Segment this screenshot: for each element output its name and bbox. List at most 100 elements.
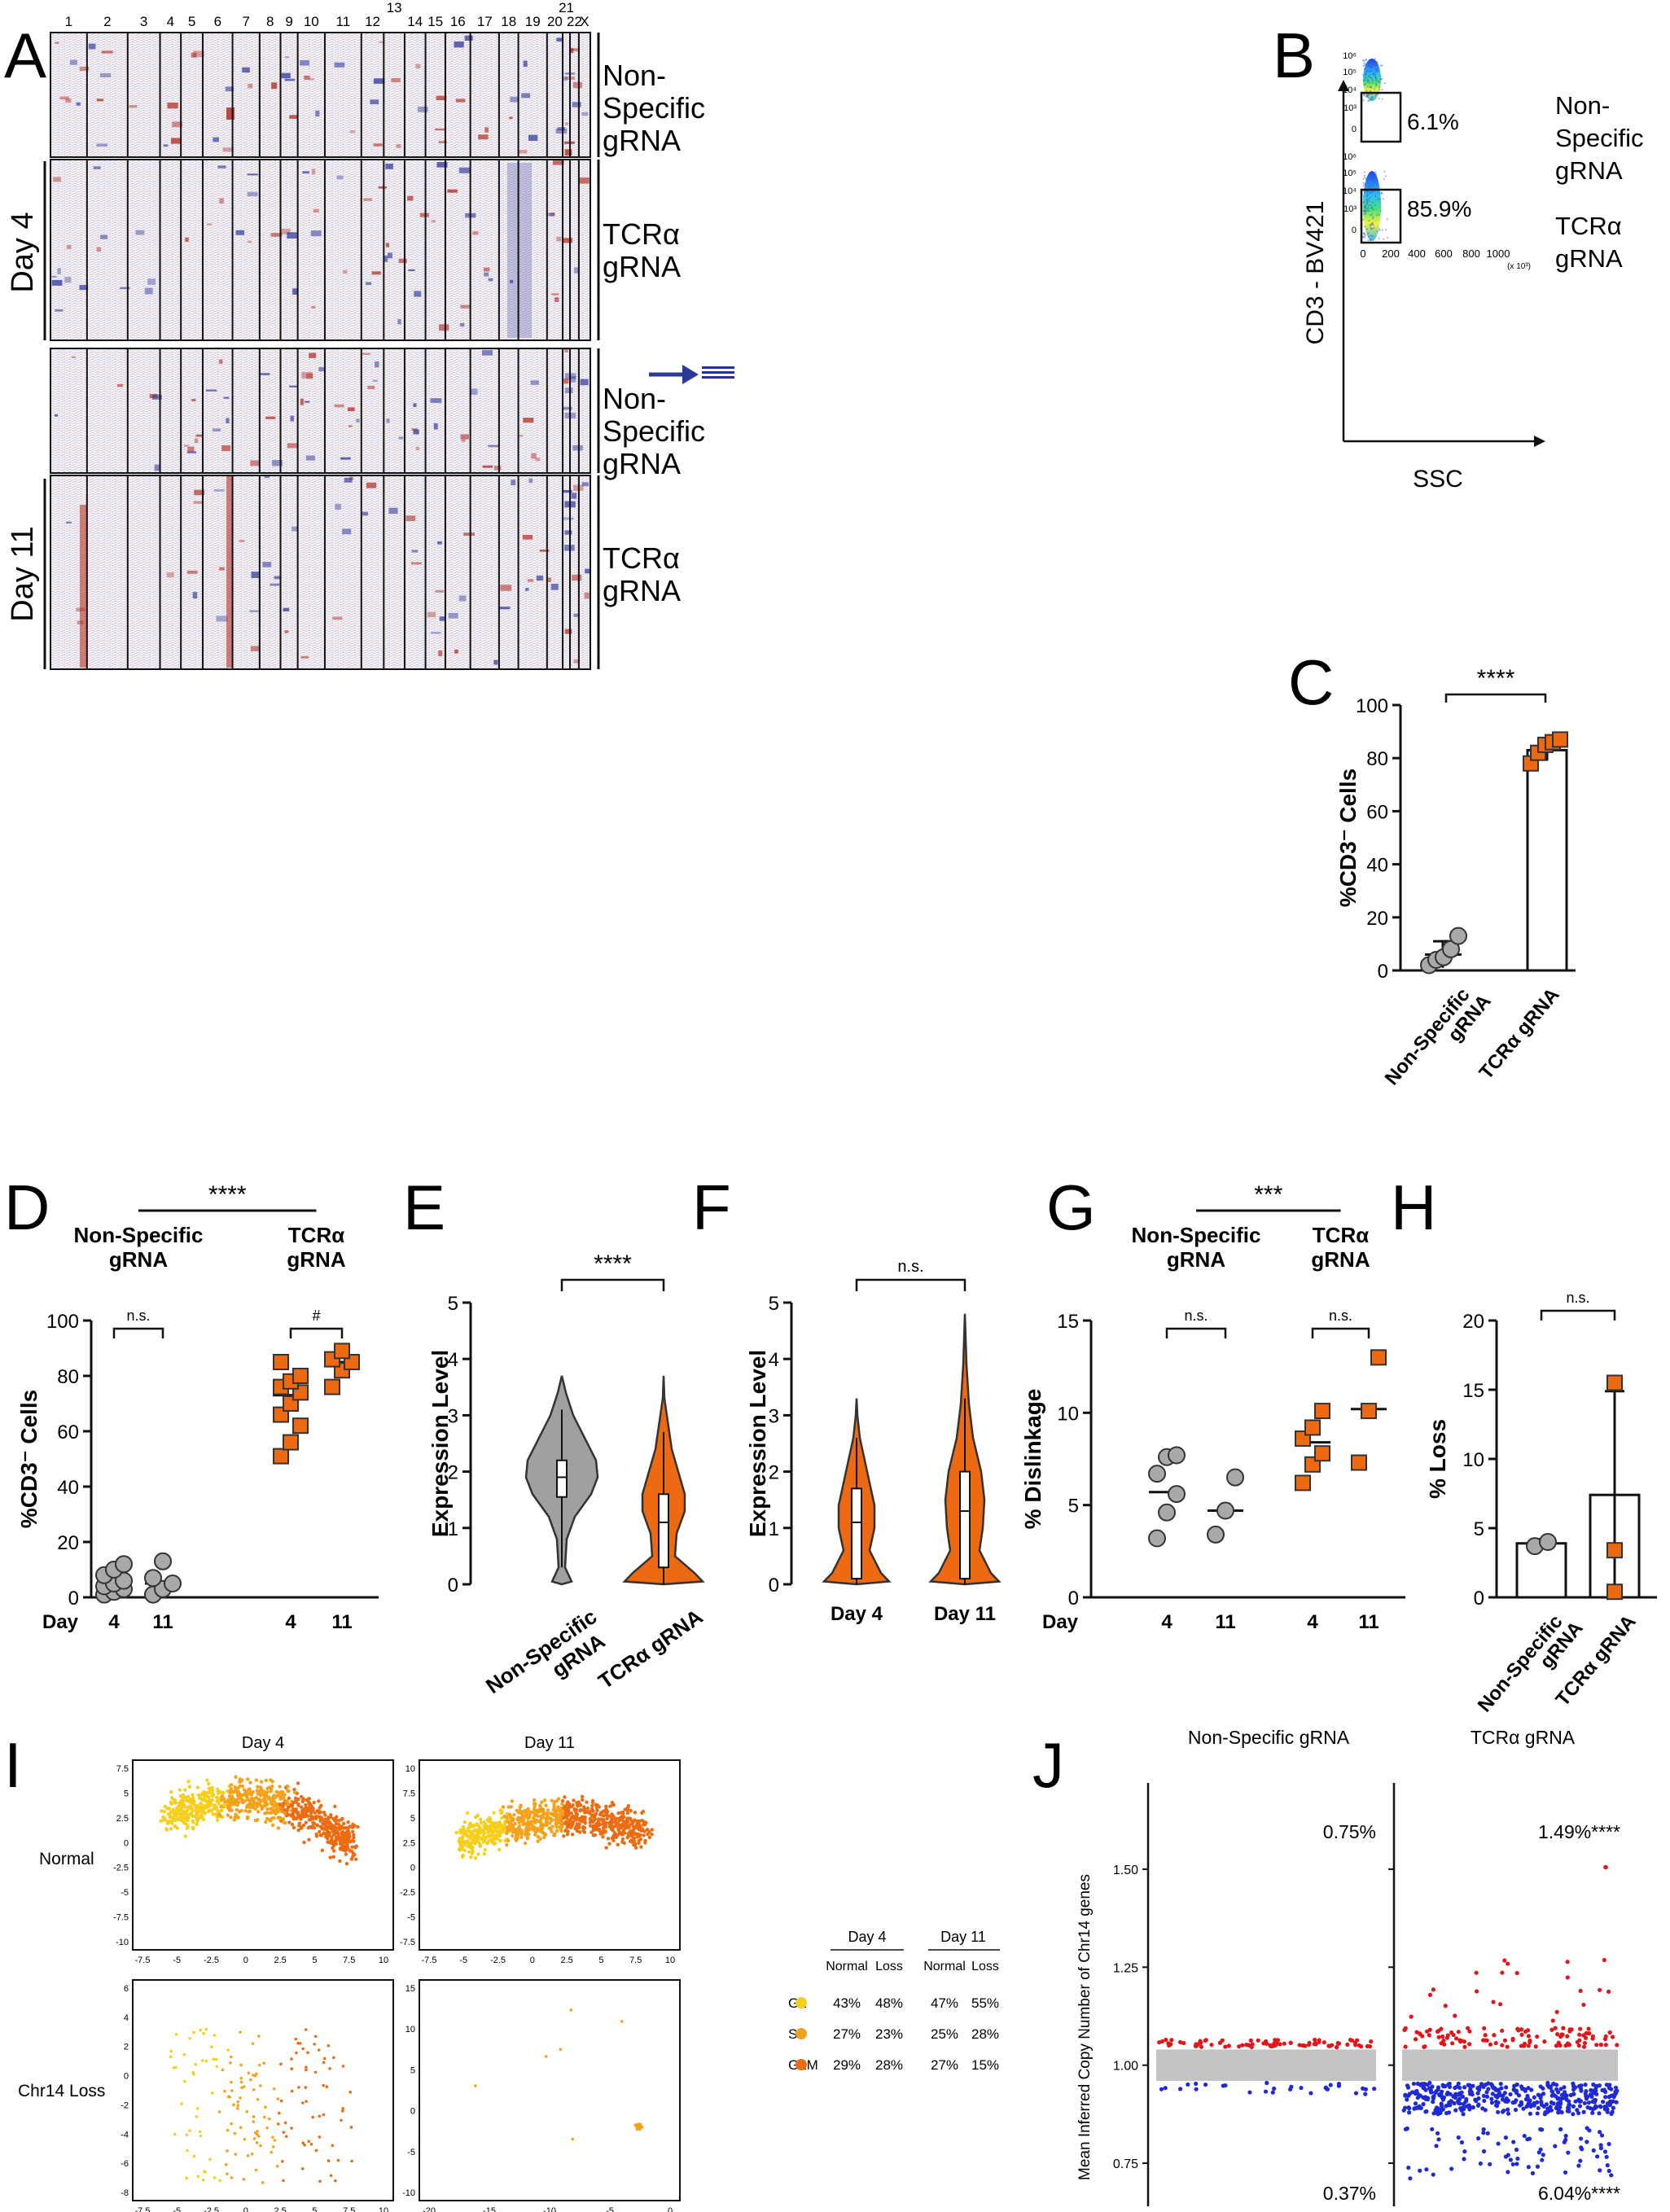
umap-cell (609, 1827, 614, 1831)
loss-cell-tcra (1456, 2135, 1461, 2140)
umap-cell (640, 1818, 644, 1823)
umap-cell (528, 1821, 533, 1825)
umap-cell (344, 1852, 348, 1856)
umap-cell (212, 2057, 216, 2061)
umap-cell (350, 2159, 353, 2163)
umap-cell (182, 1818, 186, 1823)
gain-cell-tcra (1500, 1970, 1505, 1975)
heatmap-streak (71, 356, 76, 358)
y-tick-label: 3 (448, 1405, 458, 1427)
umap-cell (296, 1811, 300, 1815)
umap-cell (497, 1847, 502, 1852)
facs-event (1387, 236, 1389, 239)
y-tick-label: 1.00 (1113, 2060, 1138, 2074)
loss-cell-tcra (1598, 2168, 1602, 2173)
loss-cell-tcra (1578, 2136, 1584, 2141)
heatmap-streak (348, 425, 353, 427)
heatmap-streak (478, 134, 489, 140)
umap-cell (580, 1819, 584, 1824)
facs-event (1375, 94, 1378, 96)
loss-cell-tcra (1576, 2163, 1581, 2168)
umap-cell (541, 1822, 545, 1826)
umap-cell (296, 2041, 300, 2045)
umap-x-tick: -5 (173, 2206, 181, 2212)
umap-cell (312, 1800, 316, 1805)
y-tick-label: 20 (1462, 1311, 1484, 1333)
umap-cell (473, 1842, 477, 1846)
gain-cell-tcra (1603, 2043, 1608, 2048)
gain-cell-tcra (1445, 2033, 1450, 2038)
loss-cell-tcra (1434, 2144, 1439, 2148)
loss-cell-tcra (1478, 2161, 1483, 2166)
umap-cell (524, 1827, 528, 1832)
gain-cell-tcra (1581, 2044, 1587, 2049)
heatmap-streak (571, 493, 577, 499)
loss-cell-tcra (1590, 2099, 1595, 2105)
loss-cell-tcra (1554, 2105, 1558, 2110)
y-tick-label: 5 (1068, 1496, 1079, 1518)
facs-y-tick: 10⁴ (1343, 85, 1357, 95)
umap-cell (327, 2043, 331, 2048)
umap-cell (217, 1812, 221, 1817)
umap-cell (235, 2107, 239, 2110)
gain-cell-tcra (1492, 2033, 1497, 2038)
point-3 (1351, 1454, 1367, 1471)
chromosome-label-13: 13 (387, 0, 402, 15)
table-value: 27% (833, 2026, 861, 2042)
umap-cell (235, 1789, 239, 1794)
gain-cell-tcra (1576, 2043, 1581, 2048)
heatmap-streak (250, 646, 261, 652)
umap-cell (497, 1831, 502, 1835)
chromosome-label-5: 5 (188, 14, 195, 29)
umap-cell (166, 1812, 171, 1816)
umap-cell (215, 2065, 219, 2069)
loss-cell-tcra (1510, 2162, 1515, 2167)
loss-cell-tcra (1606, 2168, 1611, 2174)
loss-percent: 6.04%**** (1538, 2183, 1620, 2204)
point-0 (1148, 1529, 1166, 1548)
umap-cell (542, 1835, 546, 1840)
loss-cell-tcra (1604, 2083, 1609, 2087)
loss-cell-tcra (1581, 2109, 1586, 2114)
umap-cell (327, 2159, 331, 2162)
umap-x-tick: 5 (312, 1956, 317, 1965)
facs-event (1379, 78, 1382, 81)
heatmap-streak (391, 77, 401, 83)
gain-cell-tcra (1607, 2030, 1612, 2035)
umap-x-tick: 2.5 (274, 2206, 286, 2212)
umap-cell (281, 2160, 284, 2163)
umap-cell (214, 2057, 218, 2061)
umap-cell (332, 1840, 336, 1844)
umap-cell (258, 1785, 263, 1789)
facs-event (1363, 68, 1365, 70)
umap-cell (598, 1829, 602, 1833)
loss-cell-tcra (1603, 2095, 1608, 2100)
significance-bracket (1311, 1327, 1370, 1338)
umap-cell (559, 2048, 563, 2052)
umap-cell (300, 1816, 304, 1820)
gain-cell-tcra (1535, 2034, 1540, 2039)
loss-cell-tcra (1440, 2097, 1446, 2102)
facs-event (1383, 198, 1385, 200)
umap-cell (220, 1798, 224, 1802)
facs-event (1370, 69, 1373, 72)
umap-cell (482, 1851, 486, 1856)
umap-cell (482, 1824, 486, 1828)
umap-x-tick: -7.5 (135, 1956, 151, 1965)
gain-cell-tcra (1610, 2035, 1615, 2039)
umap-cell (590, 1798, 595, 1803)
umap-cell (332, 2056, 335, 2060)
umap-cell (304, 1820, 308, 1824)
umap-cell (236, 1786, 240, 1790)
loss-cell-tcra (1489, 2100, 1495, 2105)
umap-cell (211, 1812, 215, 1816)
heatmap-streak (305, 455, 315, 461)
umap-cell (524, 1811, 528, 1815)
heatmap-streak (185, 237, 189, 242)
loss-cell (1308, 2091, 1313, 2096)
umap-cell (229, 2055, 233, 2059)
facs-event (1375, 173, 1378, 176)
heatmap-streak (154, 464, 160, 471)
umap-cell (635, 2125, 638, 2128)
umap-cell (173, 1817, 178, 1821)
